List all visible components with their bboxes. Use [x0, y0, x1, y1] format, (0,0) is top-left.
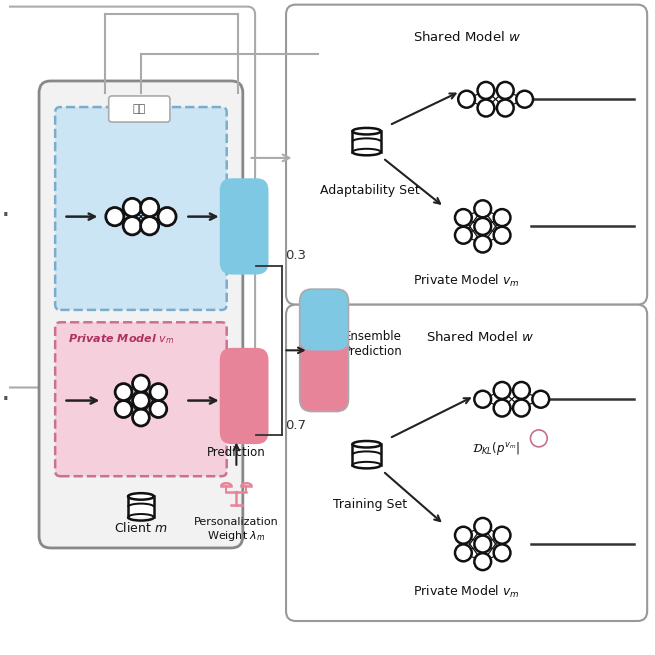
- Circle shape: [513, 400, 530, 417]
- Text: 0.3: 0.3: [286, 250, 307, 262]
- Text: Private Model $v_m$: Private Model $v_m$: [413, 272, 520, 289]
- Text: Client $m$: Client $m$: [114, 521, 168, 535]
- FancyBboxPatch shape: [109, 96, 170, 122]
- Circle shape: [474, 391, 491, 407]
- Circle shape: [531, 430, 547, 447]
- Polygon shape: [352, 131, 381, 152]
- FancyBboxPatch shape: [286, 305, 647, 621]
- Text: 0.7: 0.7: [286, 419, 307, 432]
- Circle shape: [132, 392, 149, 409]
- FancyBboxPatch shape: [219, 178, 269, 274]
- Ellipse shape: [352, 128, 381, 134]
- Circle shape: [455, 527, 472, 544]
- Circle shape: [494, 400, 510, 417]
- Circle shape: [513, 382, 530, 399]
- Text: Training Set: Training Set: [333, 498, 407, 512]
- Polygon shape: [128, 496, 154, 517]
- FancyBboxPatch shape: [286, 5, 647, 305]
- Ellipse shape: [352, 441, 381, 447]
- Circle shape: [516, 91, 533, 107]
- Text: Private Model $v_m$: Private Model $v_m$: [68, 332, 175, 346]
- Text: Ensemble
Prediction: Ensemble Prediction: [344, 330, 403, 358]
- Text: 2: 2: [536, 434, 542, 443]
- Text: 缩小: 缩小: [133, 104, 146, 114]
- Text: Shared Model $w$: Shared Model $w$: [426, 330, 533, 345]
- Text: Prediction: Prediction: [207, 446, 266, 459]
- Circle shape: [455, 544, 472, 561]
- Circle shape: [477, 82, 495, 99]
- Circle shape: [458, 91, 475, 107]
- FancyBboxPatch shape: [219, 348, 269, 444]
- Circle shape: [494, 227, 510, 244]
- Circle shape: [150, 401, 167, 417]
- Circle shape: [132, 409, 149, 426]
- Circle shape: [533, 391, 549, 407]
- Text: Shared Model $w$: Shared Model $w$: [413, 30, 521, 45]
- Circle shape: [455, 227, 472, 244]
- Circle shape: [494, 382, 510, 399]
- Circle shape: [477, 100, 495, 117]
- FancyBboxPatch shape: [55, 322, 227, 476]
- Circle shape: [494, 544, 510, 561]
- Ellipse shape: [128, 493, 154, 500]
- FancyBboxPatch shape: [55, 107, 227, 310]
- Text: ·: ·: [1, 386, 10, 415]
- Circle shape: [455, 209, 472, 226]
- Circle shape: [497, 82, 514, 99]
- Text: Adaptability Set: Adaptability Set: [320, 184, 420, 197]
- Circle shape: [474, 518, 491, 535]
- FancyBboxPatch shape: [39, 81, 243, 548]
- Circle shape: [474, 218, 491, 235]
- Circle shape: [141, 198, 159, 217]
- FancyBboxPatch shape: [300, 313, 348, 411]
- Circle shape: [474, 536, 491, 553]
- Text: Private Model $v_m$: Private Model $v_m$: [413, 584, 520, 600]
- Circle shape: [474, 200, 491, 217]
- FancyBboxPatch shape: [300, 289, 348, 350]
- Circle shape: [150, 384, 167, 401]
- Circle shape: [106, 208, 124, 226]
- Circle shape: [123, 217, 141, 235]
- Circle shape: [141, 217, 159, 235]
- Text: $\mathcal{D}_{KL}(p^{v_m}|$: $\mathcal{D}_{KL}(p^{v_m}|$: [472, 440, 519, 457]
- Circle shape: [132, 375, 149, 392]
- Circle shape: [474, 553, 491, 570]
- Text: Personalization
Weight $\lambda_m$: Personalization Weight $\lambda_m$: [194, 517, 279, 542]
- Circle shape: [474, 236, 491, 252]
- Text: ·: ·: [1, 202, 10, 231]
- Circle shape: [123, 198, 141, 217]
- Polygon shape: [352, 444, 381, 465]
- Circle shape: [497, 100, 514, 117]
- Circle shape: [494, 527, 510, 544]
- Circle shape: [236, 491, 237, 493]
- Circle shape: [158, 208, 176, 226]
- Circle shape: [494, 209, 510, 226]
- Circle shape: [115, 384, 132, 401]
- Circle shape: [115, 401, 132, 417]
